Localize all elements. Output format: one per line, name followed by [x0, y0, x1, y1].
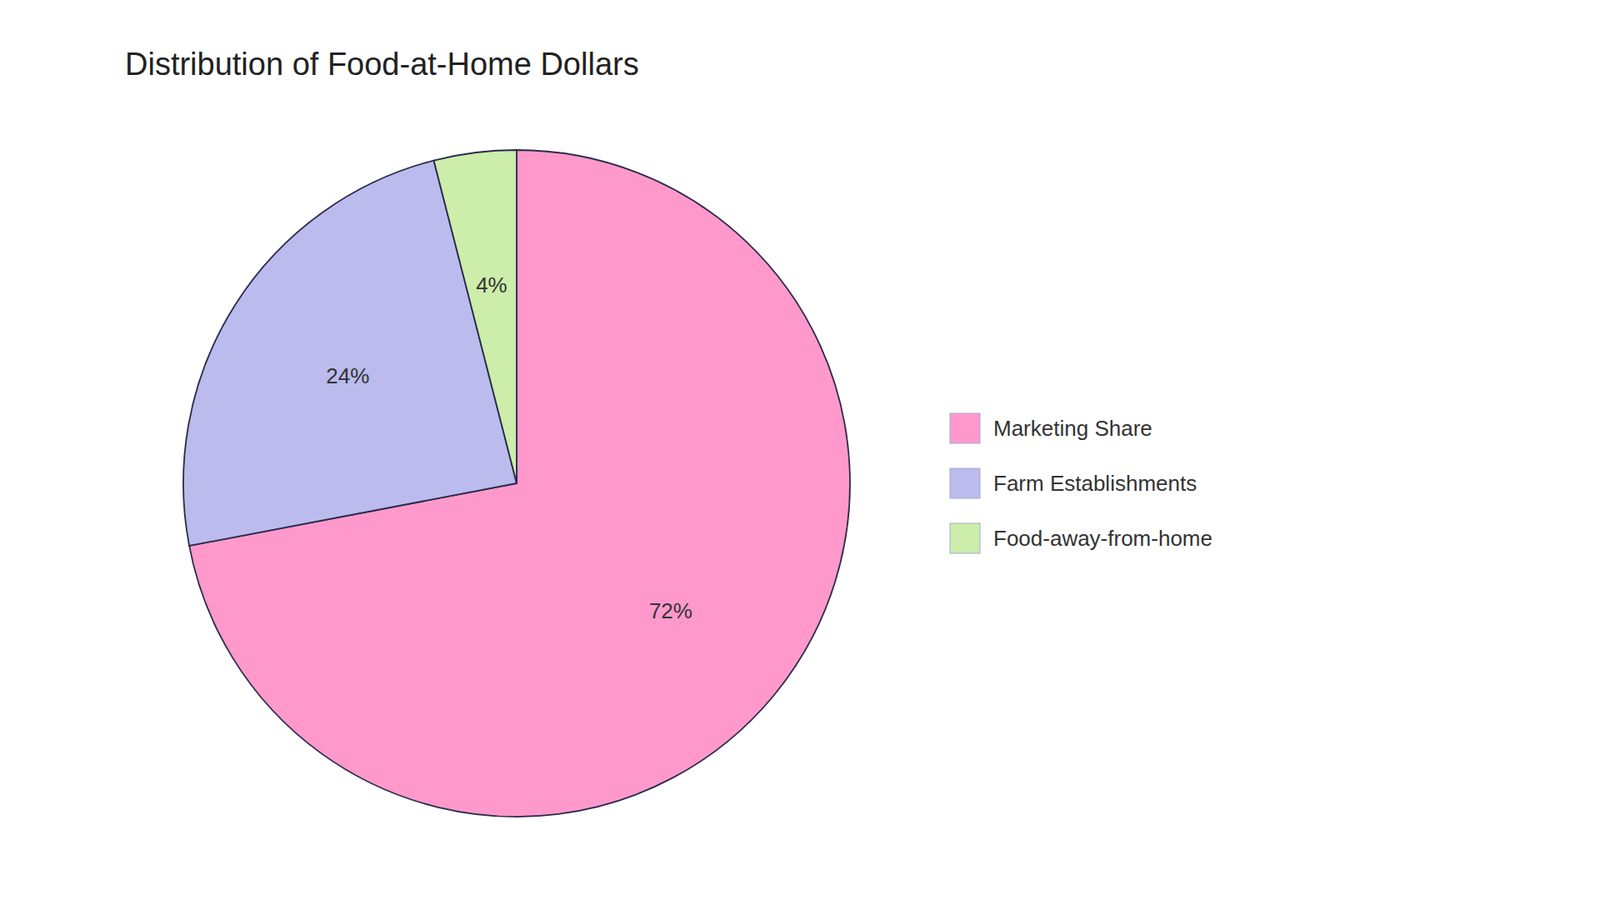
data-labels: 72% 24% 4%	[325, 272, 693, 624]
legend-item: Food-away-from-home	[950, 523, 1213, 554]
legend-label: Food-away-from-home	[993, 525, 1213, 551]
legend-label: Farm Establishments	[993, 470, 1197, 496]
legend-label: Marketing Share	[993, 415, 1153, 441]
legend-item: Marketing Share	[950, 413, 1153, 444]
chart-title: Distribution of Food-at-Home Dollars	[125, 46, 640, 82]
legend-swatch	[950, 523, 980, 554]
data-label: 4%	[475, 272, 508, 298]
chart-root: Distribution of Food-at-Home Dollars 72% 2…	[0, 0, 1600, 900]
legend-item: Farm Establishments	[950, 468, 1197, 499]
legend-swatch	[950, 468, 980, 499]
pie-slice	[434, 150, 517, 484]
legend-swatch	[950, 413, 980, 444]
legend: Marketing Share Farm Establishments Food-a…	[950, 413, 1213, 554]
data-label: 24%	[325, 363, 370, 389]
data-label: 72%	[649, 598, 693, 624]
pie	[183, 150, 850, 817]
